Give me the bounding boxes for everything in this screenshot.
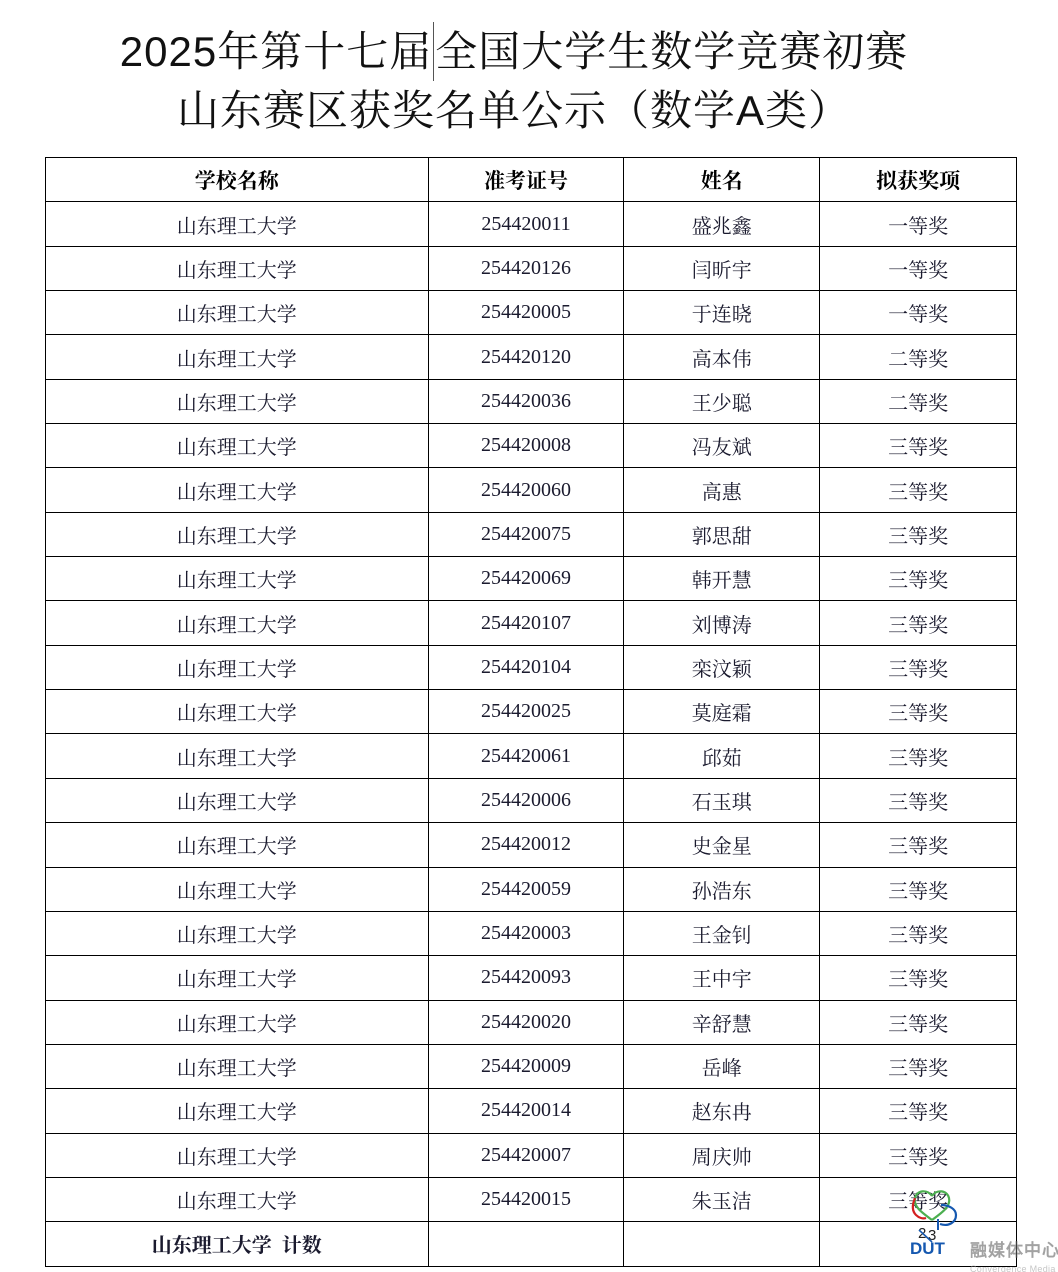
svg-text:DUT: DUT	[910, 1239, 946, 1258]
